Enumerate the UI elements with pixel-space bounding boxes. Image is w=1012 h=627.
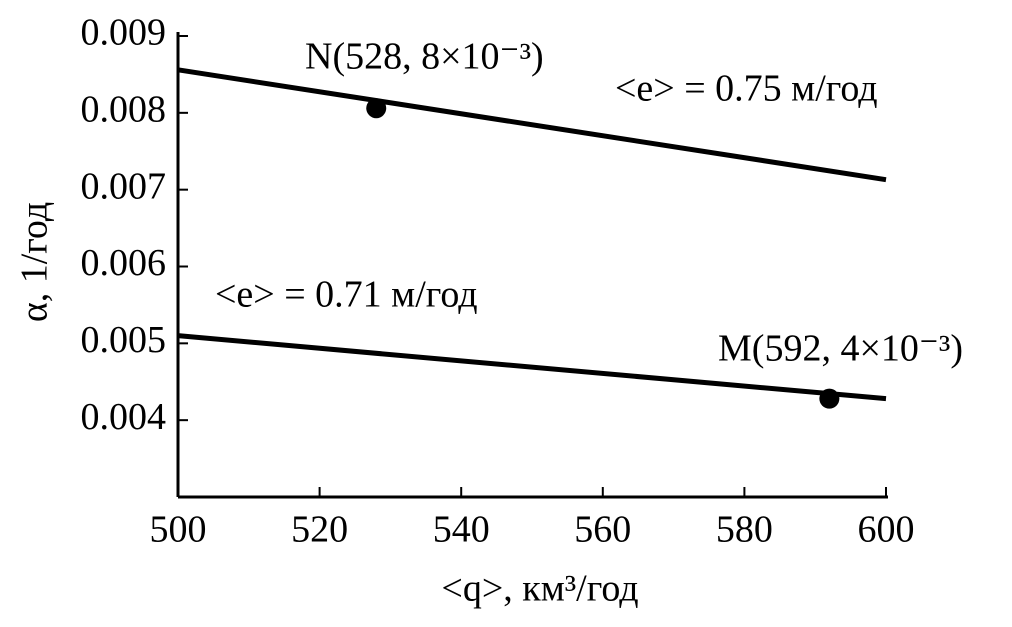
point xyxy=(366,98,387,119)
series-label: <e> = 0.75 м/год xyxy=(615,68,878,110)
series-label: <e> = 0.71 м/год xyxy=(215,274,478,316)
x-tick-label: 600 xyxy=(858,509,915,551)
point-label: N(528, 8×10⁻³) xyxy=(305,36,544,78)
y-tick-label: 0.009 xyxy=(81,12,167,54)
y-axis-label: α, 1/год xyxy=(14,202,56,322)
y-tick-label: 0.005 xyxy=(81,319,167,361)
y-tick-label: 0.008 xyxy=(81,89,167,131)
x-tick-label: 540 xyxy=(433,509,490,551)
point xyxy=(819,388,840,409)
x-tick-label: 520 xyxy=(291,509,348,551)
y-tick-label: 0.004 xyxy=(81,396,167,438)
line xyxy=(177,333,887,402)
x-tick-label: 560 xyxy=(574,509,631,551)
y-tick-label: 0.006 xyxy=(81,242,167,284)
line xyxy=(177,67,887,183)
point-label: M(592, 4×10⁻³) xyxy=(718,328,963,370)
x-axis-label: <q>, км³/год xyxy=(441,568,638,610)
y-tick-label: 0.007 xyxy=(81,165,167,207)
x-tick-label: 500 xyxy=(150,509,207,551)
x-tick-label: 580 xyxy=(716,509,773,551)
